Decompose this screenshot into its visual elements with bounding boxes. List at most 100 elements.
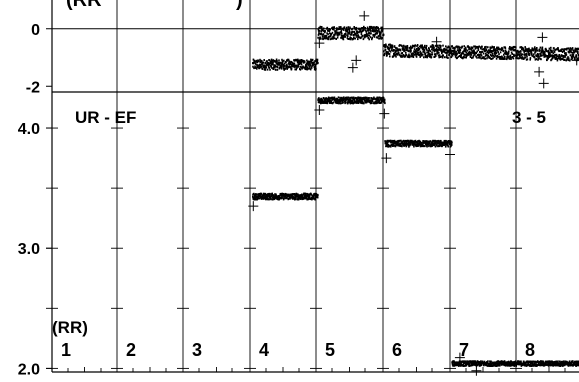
data-point (508, 50, 510, 52)
data-point (474, 46, 476, 48)
top-title-fragment: (RR (66, 0, 102, 11)
category-label-8: 8 (525, 340, 535, 360)
data-point (278, 59, 280, 61)
data-point (312, 59, 314, 61)
data-point (383, 50, 385, 52)
data-point (269, 69, 271, 71)
top-outlier-7 (534, 67, 544, 77)
data-point (426, 45, 428, 47)
data-point (348, 26, 350, 28)
data-point (383, 34, 385, 36)
data-point (455, 51, 457, 53)
data-point (386, 54, 388, 56)
data-point (275, 66, 277, 68)
data-point (354, 38, 356, 40)
data-point (444, 56, 446, 58)
data-point (536, 47, 538, 49)
data-point (549, 53, 551, 55)
data-point (520, 361, 522, 363)
data-point (410, 144, 412, 146)
data-point (572, 56, 574, 58)
data-point (431, 56, 433, 58)
data-point (275, 69, 277, 71)
data-point (552, 50, 554, 52)
bottom-series-band-3 (451, 360, 579, 367)
data-point (450, 48, 452, 50)
data-point (442, 45, 444, 47)
bottom-series-band-1 (317, 96, 385, 104)
data-point (572, 58, 574, 60)
data-point (255, 63, 257, 65)
data-point (427, 55, 429, 57)
data-point (424, 45, 426, 47)
category-label-5: 5 (325, 340, 335, 360)
data-point (486, 48, 488, 50)
data-point (513, 55, 515, 57)
data-point (445, 45, 447, 47)
bottom-outlier-4 (445, 149, 455, 159)
data-point (522, 53, 524, 55)
data-point (530, 57, 532, 59)
data-point (349, 31, 351, 33)
data-point (554, 51, 556, 53)
data-point (442, 55, 444, 57)
data-point (572, 360, 574, 362)
data-point (478, 49, 480, 51)
data-point (333, 26, 335, 28)
data-point (430, 54, 432, 56)
data-point (568, 57, 570, 59)
data-point (509, 58, 511, 60)
data-point (384, 99, 386, 101)
data-point (378, 29, 380, 31)
data-point (470, 54, 472, 56)
data-point (502, 48, 504, 50)
data-point (310, 65, 312, 67)
data-point (315, 66, 317, 68)
data-point (472, 47, 474, 49)
data-point (265, 67, 267, 69)
data-point (526, 53, 528, 55)
top-series-band-1 (317, 26, 384, 41)
data-point (542, 47, 544, 49)
data-point (409, 55, 411, 57)
data-point (505, 47, 507, 49)
data-point (401, 52, 403, 54)
data-point (408, 50, 410, 52)
data-point (566, 54, 568, 56)
data-point (541, 55, 543, 57)
data-point (557, 360, 559, 362)
data-point (405, 54, 407, 56)
data-point (410, 50, 412, 52)
data-point (566, 48, 568, 50)
data-point (349, 27, 351, 29)
data-point (370, 30, 372, 32)
data-point (392, 45, 394, 47)
data-point (496, 52, 498, 54)
data-point (540, 58, 542, 60)
data-point (281, 65, 283, 67)
data-point (262, 62, 264, 64)
category-label-4: 4 (259, 340, 269, 360)
data-point (481, 46, 483, 48)
data-point (352, 28, 354, 30)
data-point (499, 365, 501, 367)
data-point (539, 49, 541, 51)
data-point (281, 68, 283, 70)
data-point (284, 65, 286, 67)
data-point (261, 66, 263, 68)
data-point (426, 146, 428, 148)
data-point (544, 52, 546, 54)
data-point (417, 44, 419, 46)
data-point (317, 194, 319, 196)
data-point (440, 56, 442, 58)
top-title-fragment-right: ) (236, 0, 243, 11)
data-point (381, 37, 383, 39)
bottom-panel-title: UR - EF (75, 108, 136, 127)
data-point (515, 55, 517, 57)
data-point (429, 50, 431, 52)
data-point (537, 49, 539, 51)
data-point (400, 49, 402, 51)
data-point (444, 140, 446, 142)
data-point (497, 51, 499, 53)
data-point (459, 47, 461, 49)
